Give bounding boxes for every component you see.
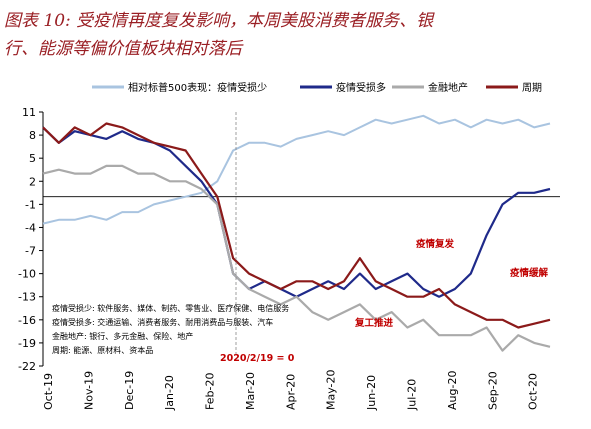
y-tick-label: -19 <box>18 337 36 350</box>
x-tick-label: Oct-20 <box>527 373 540 410</box>
x-tick-label: Jul-20 <box>406 379 419 411</box>
x-tick-label: Aug-20 <box>446 371 459 410</box>
x-tick-label: Apr-20 <box>284 374 297 410</box>
note-line-2: 疫情受损多: 交通运输、消费者服务、耐用消费品与服装、汽车 <box>52 317 273 327</box>
x-tick-label: Dec-19 <box>123 371 136 410</box>
x-tick-label: Jan-20 <box>163 375 176 411</box>
x-tick-label: Sep-20 <box>486 371 499 410</box>
note-line-4: 周期: 能源、原材料、资本品 <box>52 345 153 355</box>
y-tick-label: -16 <box>18 314 36 327</box>
y-axis: 11 8 5 2 -1 -4 -7 -10 -13 -16 -19 -22 <box>18 106 43 373</box>
y-tick-label: -22 <box>18 360 36 373</box>
x-tick-label: May-20 <box>325 369 338 410</box>
x-tick-label: Oct-19 <box>42 373 55 410</box>
legend-label-finance-realestate: 金融地产 <box>428 81 468 94</box>
chart-title-line-2: 行、能源等偏价值板块相对落后 <box>4 39 242 59</box>
legend-label-relative-loss-less: 相对标普500表现：疫情受损少 <box>128 81 267 94</box>
y-tick-label: 11 <box>22 106 36 119</box>
y-tick-label: -4 <box>25 221 36 234</box>
chart-title-line-1: 图表 10: 受疫情再度复发影响，本周美股消费者服务、银 <box>4 11 434 31</box>
series-line-1 <box>42 126 551 298</box>
x-tick-label: Feb-20 <box>204 373 217 410</box>
series-line-3 <box>42 122 551 329</box>
y-tick-label: 8 <box>29 129 36 142</box>
y-tick-label: -7 <box>25 245 36 258</box>
y-tick-label: -10 <box>18 268 36 281</box>
series-line-0 <box>42 114 551 225</box>
x-axis: Oct-19 Nov-19 Dec-19 Jan-20 Feb-20 Mar-20 Apr-… <box>42 196 560 411</box>
series-line-2 <box>42 164 551 352</box>
legend-label-relative-loss-more: 疫情受损多 <box>336 81 386 94</box>
note-line-1: 疫情受损少: 软件服务、媒体、制药、零售业、医疗保健、电信服务 <box>52 303 289 313</box>
y-tick-label: 5 <box>29 152 36 165</box>
series-lines <box>42 114 551 352</box>
x-tick-label: Jun-20 <box>365 375 378 411</box>
y-tick-label: 2 <box>29 175 36 188</box>
annotation-reopening: 复工推进 <box>354 317 394 329</box>
x-tick-label: Mar-20 <box>244 372 257 410</box>
annotation-resurgence: 疫情复发 <box>416 238 455 250</box>
legend: 相对标普500表现：疫情受损少 疫情受损多 金融地产 周期 <box>92 81 542 94</box>
annotation-baseline: 2020/2/19 = 0 <box>220 353 295 364</box>
y-tick-label: -13 <box>18 291 36 304</box>
x-tick-label: Nov-19 <box>82 371 95 410</box>
annotation-easing: 疫情缓解 <box>510 267 549 279</box>
note-line-3: 金融地产: 银行、多元金融、保险、地产 <box>52 331 193 341</box>
y-tick-label: -1 <box>25 198 36 211</box>
legend-label-cyclical: 周期 <box>522 82 542 94</box>
